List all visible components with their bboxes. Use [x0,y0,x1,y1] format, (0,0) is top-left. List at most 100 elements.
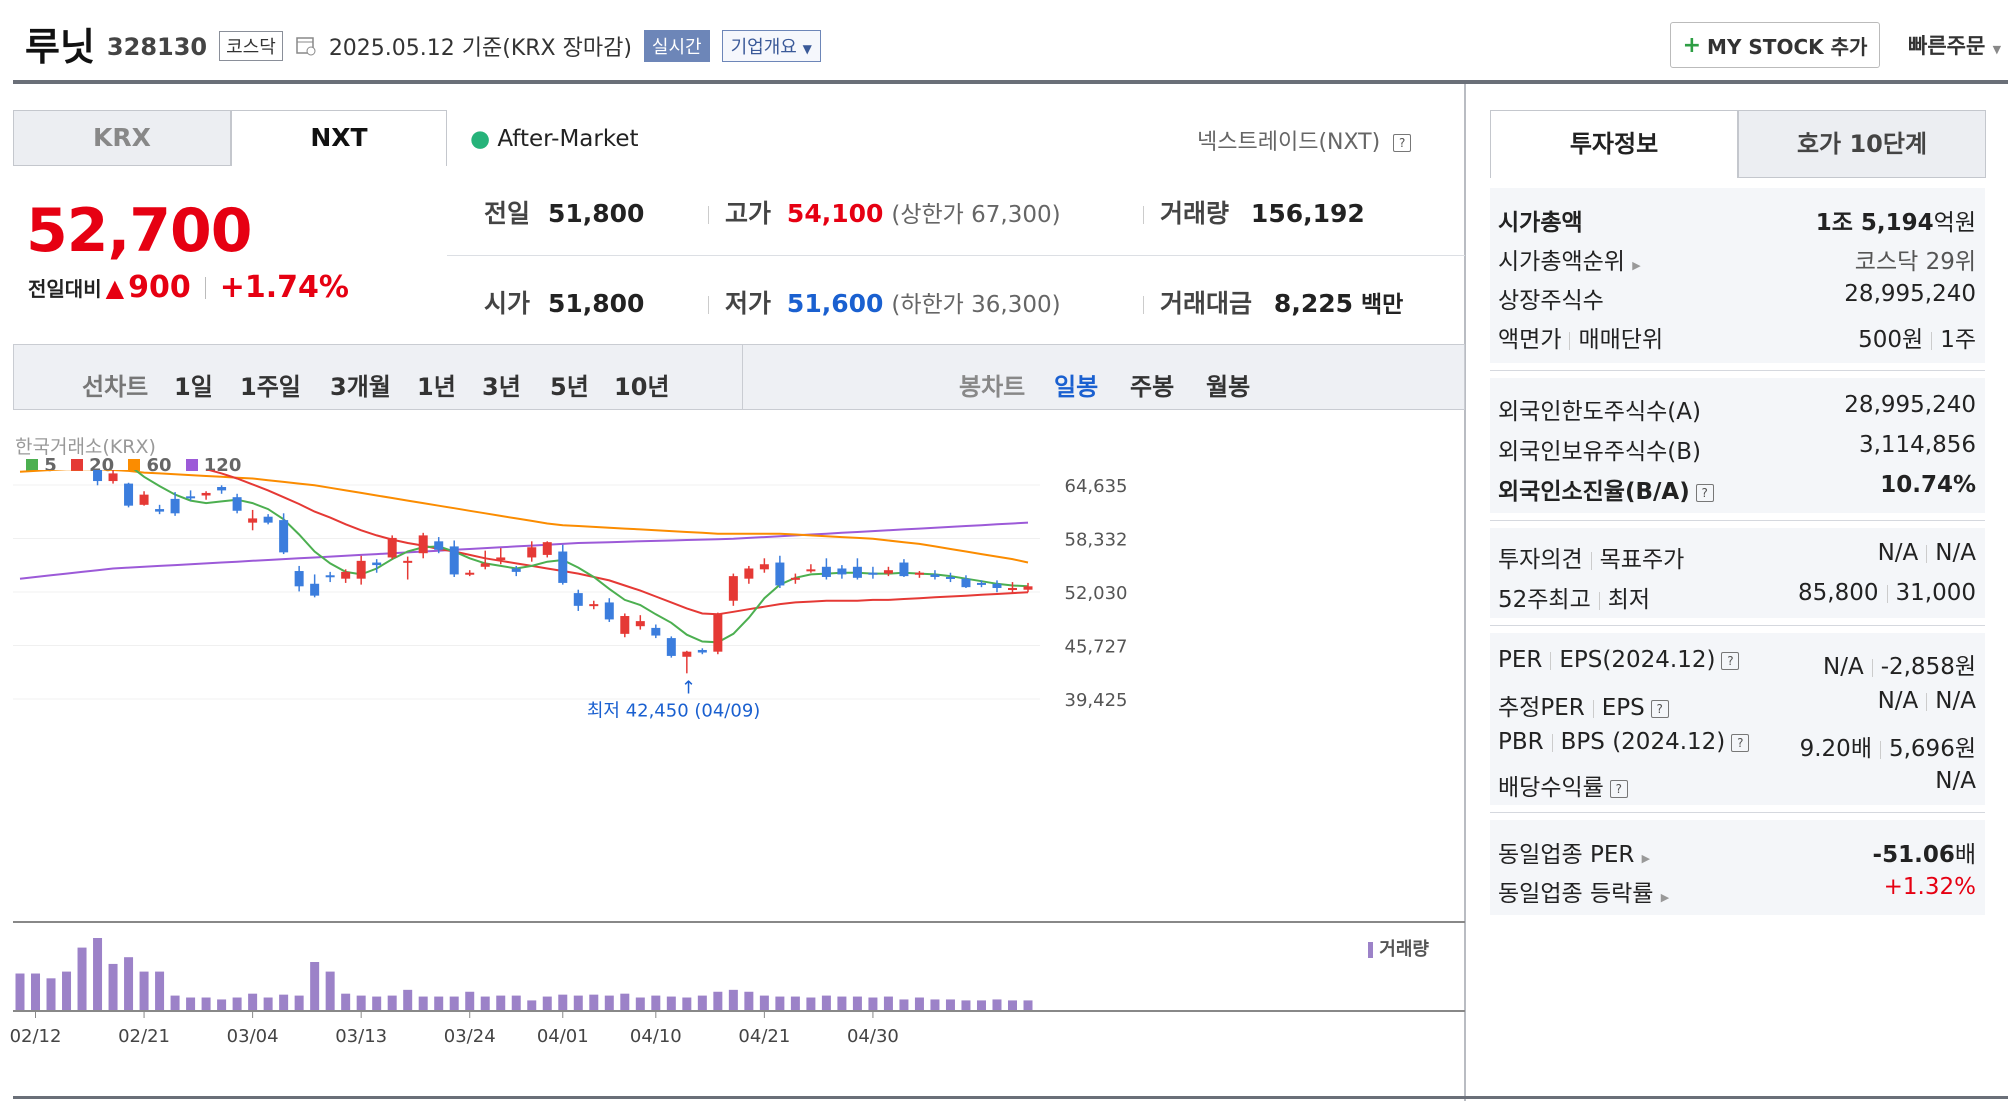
stat-separator [708,206,709,224]
period-1y[interactable]: 1년 [417,373,456,401]
period-5y[interactable]: 5년 [550,373,589,401]
candle-body [806,569,816,572]
volume-bar [806,997,816,1010]
low-value: 51,600 [786,289,884,318]
chart-period-bar: 선차트 1일 1주일 3개월 1년 3년 5년 10년 봉차트 일봉 주봉 월봉 [13,344,1465,410]
est-eps-label: EPS [1601,695,1645,721]
pbr-label: PBR [1498,729,1544,755]
volume-chart[interactable] [0,925,1464,1010]
period-3m[interactable]: 3개월 [330,373,391,401]
help-icon[interactable]: ? [1609,779,1628,798]
volume-bar [682,997,692,1010]
par-value: 500원 [1858,327,1924,353]
stat-low: 저가 51,600 (하한가 36,300) [700,284,1061,320]
foreign-ratio-label: 외국인소진율(B/A) [1498,479,1690,505]
candle-body [403,560,413,563]
candle-body [170,498,180,514]
help-icon[interactable]: ? [1650,699,1669,718]
candle-body [186,496,196,499]
amount-unit: 백만 [1360,292,1404,318]
tab-nxt[interactable]: NXT [231,110,447,166]
volume-legend: 거래량 [1368,935,1429,961]
help-icon[interactable]: ? [1695,483,1714,502]
candle-daily[interactable]: 일봉 [1054,373,1099,401]
52wk-high-value: 85,800 [1798,580,1879,606]
volume-bar [775,996,785,1010]
row-separator [1926,544,1928,563]
volume-axis-rule [13,1010,1465,1012]
x-tick-label: 04/21 [738,1026,790,1047]
market-cap-rank-row[interactable]: 시가총액순위 ▶ 코스닥 29위 [1498,242,1976,276]
tab-orderbook[interactable]: 호가 10단계 [1738,110,1986,178]
par-unit-values: 500원 1주 [1858,320,1976,354]
opinion-target-row: 투자의견 목표주가 N/A N/A [1498,540,1976,574]
period-10y[interactable]: 10년 [614,373,670,401]
legend-item-ma60: 60 [128,455,172,476]
realtime-badge[interactable]: 실시간 [643,30,710,62]
volume-bar [465,991,475,1010]
period-3y[interactable]: 3년 [482,373,521,401]
exchange-link[interactable]: 넥스트레이드(NXT) ? [1197,124,1412,156]
volume-bar [589,994,599,1010]
add-my-stock-button[interactable]: + MY STOCK 추가 [1670,22,1880,68]
tab-investment-info[interactable]: 투자정보 [1490,110,1738,178]
volume-bar [170,995,180,1010]
prev-close-value: 51,800 [547,199,645,228]
market-cap-unit: 억원 [1933,210,1976,236]
candle-body [248,518,258,523]
per-value: N/A [1822,654,1864,680]
change-separator [204,276,206,299]
industry-change-row[interactable]: 동일업종 등락률 ▶ +1.32% [1498,874,1976,908]
change-pct: +1.74% [219,270,349,305]
volume-bar [1023,1000,1033,1010]
candle-body [620,616,630,634]
volume-bar [387,995,397,1010]
industry-per-row[interactable]: 동일업종 PER ▶ -51.06배 [1498,835,1976,869]
per-eps-values: N/A -2,858원 [1823,647,1976,681]
market-cap-value: 1조 5,194억원 [1816,203,1976,237]
candle-weekly[interactable]: 주봉 [1130,373,1175,401]
price-chart[interactable]: 77,24070,93764,63558,33252,03045,72739,4… [0,470,1464,930]
ma20-line [205,470,1029,616]
volume-bar [62,971,72,1010]
plus-icon: + [1682,32,1702,58]
row-separator [1592,699,1594,718]
candle-monthly[interactable]: 월봉 [1206,373,1251,401]
calendar-icon [295,34,317,60]
quick-order-button[interactable]: 빠른주문 ▼ [1908,30,2001,60]
legend-swatch [70,459,83,471]
volume-bar [186,997,196,1010]
candle-body [821,566,831,577]
amount-value: 8,225 [1273,289,1353,318]
stat-amount: 거래대금 8,225 백만 [1135,284,1403,320]
volume-bar [697,995,707,1010]
help-icon[interactable]: ? [1721,651,1740,670]
candle-body [852,566,862,578]
help-icon[interactable]: ? [1393,134,1412,152]
candle-chart-label: 봉차트 [959,373,1026,401]
period-1w[interactable]: 1주일 [240,373,301,401]
company-info-button[interactable]: 기업개요 ▼ [721,30,821,62]
target-value: N/A [1935,540,1976,566]
tab-krx[interactable]: KRX [13,110,231,166]
ma120-line [19,521,1029,580]
stat-separator [708,296,709,314]
period-1d[interactable]: 1일 [174,373,213,401]
amount-label: 거래대금 [1159,289,1252,318]
volume-bar [496,995,506,1010]
target-label: 목표주가 [1599,547,1685,573]
candle-body [744,568,754,579]
candle-body [449,546,459,575]
pbr-bps-row: PBR BPS (2024.12)? 9.20배 5,696원 [1498,729,1976,762]
invest-section-2 [1490,378,1985,513]
stat-volume: 거래량 156,192 [1135,194,1365,230]
x-tick-label: 03/24 [444,1026,496,1047]
legend-swatch [185,459,198,471]
volume-bar [945,999,955,1010]
legend-swatch [1368,942,1373,958]
volume-bar [418,996,428,1010]
market-cap-label: 시가총액 [1498,210,1583,236]
help-icon[interactable]: ? [1731,733,1750,752]
volume-bar [542,996,552,1010]
volume-bar [728,989,738,1010]
